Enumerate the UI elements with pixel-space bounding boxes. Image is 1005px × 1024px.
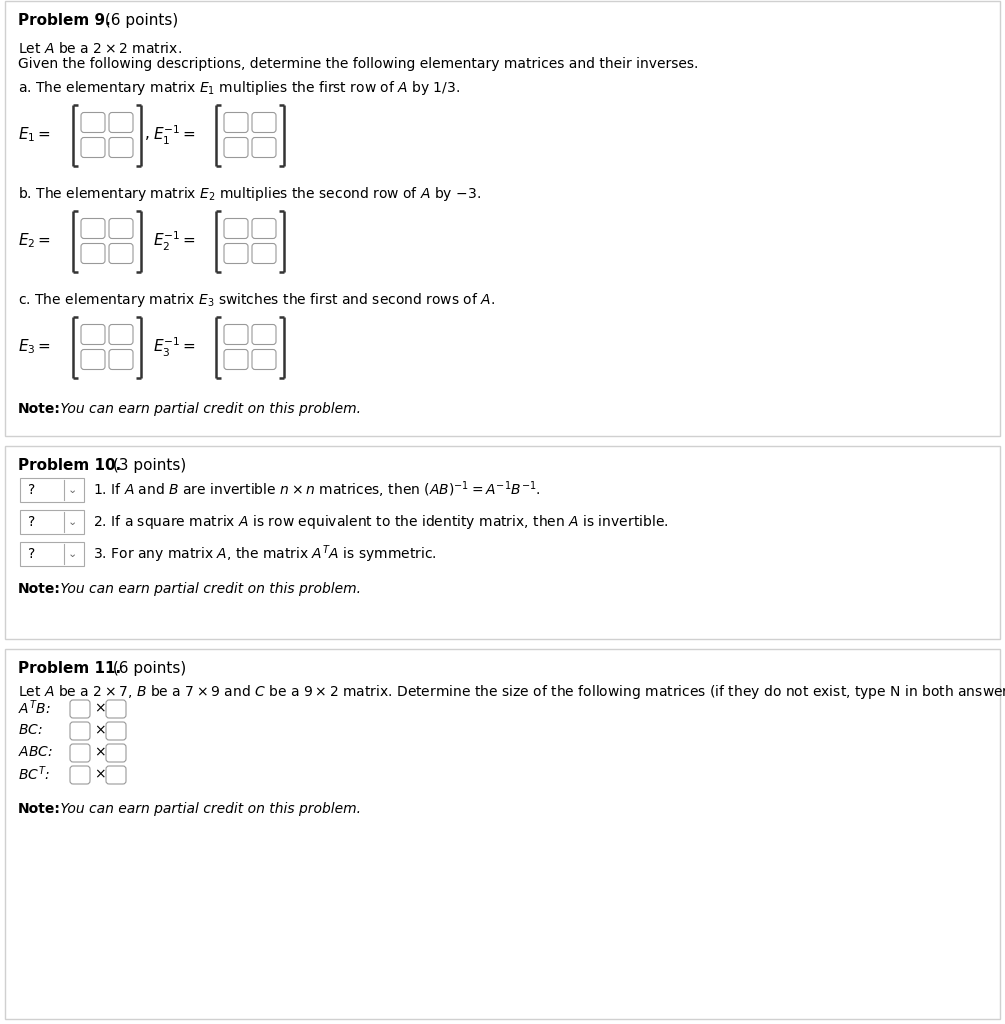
FancyBboxPatch shape xyxy=(109,349,133,370)
FancyBboxPatch shape xyxy=(252,218,276,239)
FancyBboxPatch shape xyxy=(70,744,90,762)
FancyBboxPatch shape xyxy=(252,137,276,158)
Text: You can earn partial credit on this problem.: You can earn partial credit on this prob… xyxy=(56,582,361,596)
Text: ⌄: ⌄ xyxy=(68,485,77,495)
Text: (6 points): (6 points) xyxy=(100,13,178,28)
Text: Note:: Note: xyxy=(18,802,61,816)
Text: $E_1^{-1} =$: $E_1^{-1} =$ xyxy=(153,124,196,146)
FancyBboxPatch shape xyxy=(109,325,133,344)
FancyBboxPatch shape xyxy=(109,137,133,158)
Text: ?: ? xyxy=(28,515,35,529)
Text: (6 points): (6 points) xyxy=(108,662,186,676)
FancyBboxPatch shape xyxy=(106,744,126,762)
FancyBboxPatch shape xyxy=(109,218,133,239)
Text: $\times$: $\times$ xyxy=(94,767,106,781)
Text: $,\ $: $,\ $ xyxy=(144,128,150,142)
Text: a. The elementary matrix $E_1$ multiplies the first row of $A$ by $1/3$.: a. The elementary matrix $E_1$ multiplie… xyxy=(18,79,460,97)
FancyBboxPatch shape xyxy=(109,244,133,263)
Text: Let $A$ be a $2 \times 7$, $B$ be a $7 \times 9$ and $C$ be a $9 \times 2$ matri: Let $A$ be a $2 \times 7$, $B$ be a $7 \… xyxy=(18,683,1005,701)
Text: $\times$: $\times$ xyxy=(94,745,106,759)
Bar xyxy=(5,446,1000,639)
FancyBboxPatch shape xyxy=(70,722,90,740)
Text: b. The elementary matrix $E_2$ multiplies the second row of $A$ by $-3$.: b. The elementary matrix $E_2$ multiplie… xyxy=(18,185,481,203)
Text: c. The elementary matrix $E_3$ switches the first and second rows of $A$.: c. The elementary matrix $E_3$ switches … xyxy=(18,291,495,309)
Text: 2. If a square matrix $A$ is row equivalent to the identity matrix, then $A$ is : 2. If a square matrix $A$ is row equival… xyxy=(93,513,668,531)
FancyBboxPatch shape xyxy=(106,700,126,718)
FancyBboxPatch shape xyxy=(252,325,276,344)
Text: ⌄: ⌄ xyxy=(68,517,77,527)
FancyBboxPatch shape xyxy=(81,244,105,263)
Text: Note:: Note: xyxy=(18,582,61,596)
Text: ?: ? xyxy=(28,483,35,497)
FancyBboxPatch shape xyxy=(81,113,105,132)
FancyBboxPatch shape xyxy=(70,700,90,718)
FancyBboxPatch shape xyxy=(106,722,126,740)
FancyBboxPatch shape xyxy=(224,244,248,263)
Text: $E_2 =$: $E_2 =$ xyxy=(18,231,51,250)
Bar xyxy=(5,649,1000,1019)
FancyBboxPatch shape xyxy=(81,218,105,239)
Text: $E_3 =$: $E_3 =$ xyxy=(18,338,51,356)
FancyBboxPatch shape xyxy=(224,325,248,344)
FancyBboxPatch shape xyxy=(109,113,133,132)
Text: $\times$: $\times$ xyxy=(94,701,106,715)
Text: Problem 10.: Problem 10. xyxy=(18,458,122,473)
Text: $ABC$:: $ABC$: xyxy=(18,745,53,759)
FancyBboxPatch shape xyxy=(81,325,105,344)
Text: ?: ? xyxy=(28,547,35,561)
Text: $E_1 =$: $E_1 =$ xyxy=(18,126,51,144)
Text: Problem 9.: Problem 9. xyxy=(18,13,111,28)
FancyBboxPatch shape xyxy=(252,113,276,132)
Text: Given the following descriptions, determine the following elementary matrices an: Given the following descriptions, determ… xyxy=(18,57,698,71)
FancyBboxPatch shape xyxy=(224,137,248,158)
FancyBboxPatch shape xyxy=(224,113,248,132)
Text: $A^T B$:: $A^T B$: xyxy=(18,698,50,717)
Text: You can earn partial credit on this problem.: You can earn partial credit on this prob… xyxy=(56,802,361,816)
FancyBboxPatch shape xyxy=(224,218,248,239)
FancyBboxPatch shape xyxy=(106,766,126,784)
Text: $E_3^{-1} =$: $E_3^{-1} =$ xyxy=(153,336,196,358)
FancyBboxPatch shape xyxy=(70,766,90,784)
Text: 3. For any matrix $A$, the matrix $A^T A$ is symmetric.: 3. For any matrix $A$, the matrix $A^T A… xyxy=(93,543,436,565)
FancyBboxPatch shape xyxy=(224,349,248,370)
Text: (3 points): (3 points) xyxy=(108,458,186,473)
FancyBboxPatch shape xyxy=(20,478,84,502)
Text: ⌄: ⌄ xyxy=(68,549,77,559)
FancyBboxPatch shape xyxy=(252,244,276,263)
FancyBboxPatch shape xyxy=(81,137,105,158)
FancyBboxPatch shape xyxy=(20,510,84,534)
FancyBboxPatch shape xyxy=(252,349,276,370)
Text: Note:: Note: xyxy=(18,402,61,416)
FancyBboxPatch shape xyxy=(81,349,105,370)
Bar xyxy=(5,1,1000,436)
Text: $BC$:: $BC$: xyxy=(18,723,43,737)
Text: Problem 11.: Problem 11. xyxy=(18,662,122,676)
Text: $\times$: $\times$ xyxy=(94,723,106,737)
Text: Let $A$ be a $2 \times 2$ matrix.: Let $A$ be a $2 \times 2$ matrix. xyxy=(18,41,182,56)
Text: $BC^T$:: $BC^T$: xyxy=(18,765,50,783)
Text: 1. If $A$ and $B$ are invertible $n \times n$ matrices, then $(AB)^{-1} = A^{-1}: 1. If $A$ and $B$ are invertible $n \tim… xyxy=(93,479,541,501)
Text: $E_2^{-1} =$: $E_2^{-1} =$ xyxy=(153,229,196,253)
Text: You can earn partial credit on this problem.: You can earn partial credit on this prob… xyxy=(56,402,361,416)
FancyBboxPatch shape xyxy=(20,542,84,566)
